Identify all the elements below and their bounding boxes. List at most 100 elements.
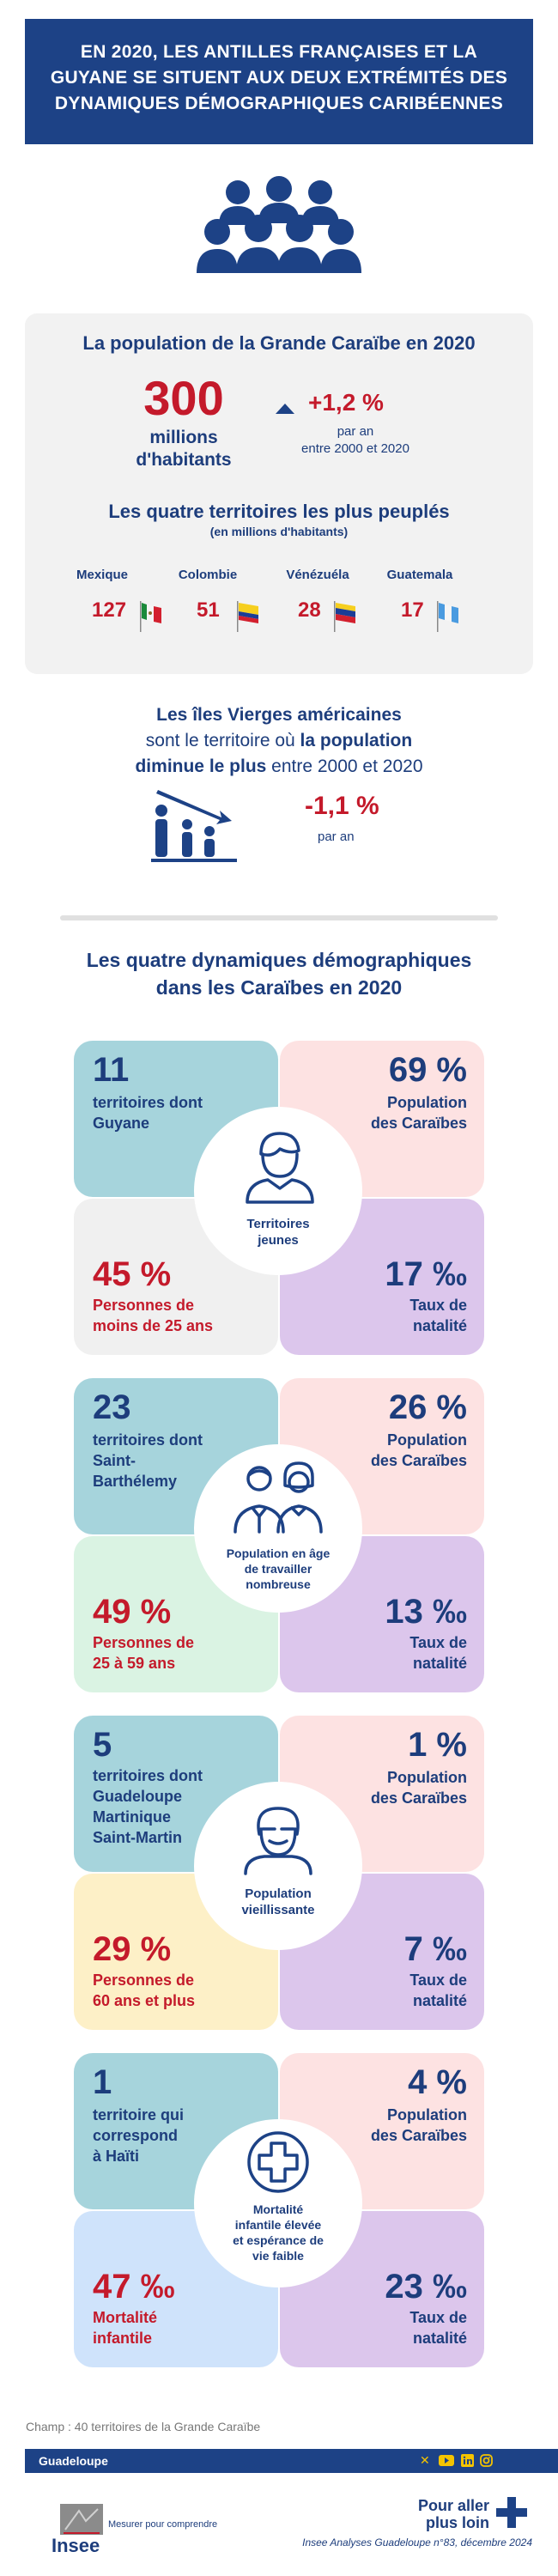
count-label-line: Barthélemy	[93, 1473, 178, 1490]
linkedin-icon[interactable]	[461, 2454, 474, 2467]
share-label-line: Population	[387, 1094, 467, 1111]
dynamics-heading-line-2: dans les Caraïbes en 2020	[155, 976, 403, 999]
instagram-icon[interactable]	[480, 2454, 493, 2467]
count-label-line: Guyane	[93, 1115, 150, 1132]
header-title-line-3: DYNAMIQUES DÉMOGRAPHIQUES CARIBÉENNES	[54, 94, 504, 113]
age-label: Personnes de 60 ans et plus	[93, 1970, 195, 2011]
country-name-colombie: Colombie	[178, 568, 238, 582]
birth-label: Taux de natalité	[343, 1632, 467, 1674]
header-banner: EN 2020, LES ANTILLES FRANÇAISES ET LA G…	[25, 19, 533, 144]
center-label-line: Population en âge	[226, 1546, 331, 1560]
center-label-line: jeunes	[258, 1233, 299, 1248]
x-icon[interactable]: ✕	[420, 2453, 430, 2467]
growth-label: par an entre 2000 et 2020	[274, 423, 437, 458]
section-divider	[60, 915, 498, 920]
count-label: territoires dont Saint- Barthélemy	[93, 1430, 203, 1492]
share-label: Population des Caraïbes	[326, 1092, 467, 1133]
decline-line-2b: la population	[300, 731, 413, 750]
country-value-mexique: 127	[92, 598, 127, 622]
elderly-person-icon	[244, 1807, 312, 1875]
count-value: 5	[93, 1726, 112, 1764]
dynamics-heading-line-1: Les quatre dynamiques démographiques	[86, 949, 472, 971]
young-person-icon	[246, 1132, 314, 1204]
age-label-line: Personnes de	[93, 1297, 195, 1314]
source-note: Insee Analyses Guadeloupe n°83, décembre…	[302, 2537, 532, 2549]
center-label-line: Territoires	[246, 1217, 310, 1231]
center-label-line: Mortalité	[252, 2202, 304, 2216]
center-label: Mortalité infantile élevée et espérance …	[194, 2202, 362, 2263]
count-value: 23	[93, 1388, 131, 1426]
decline-line-3b: entre 2000 et 2020	[266, 756, 423, 776]
share-label-line: Population	[387, 2106, 467, 2123]
center-label: Territoires jeunes	[194, 1216, 362, 1249]
workers-icon	[234, 1461, 323, 1534]
population-unit: millions d'habitants	[106, 427, 261, 471]
birth-label-line: natalité	[412, 2330, 467, 2347]
youtube-icon[interactable]	[439, 2455, 454, 2466]
age-label-line: 60 ans et plus	[93, 1992, 196, 2009]
guatemala-flag-icon	[437, 601, 458, 632]
center-label-line: infantile élevée	[234, 2218, 322, 2232]
birth-value: 17 ‰	[385, 1255, 467, 1293]
mexico-flag-icon	[140, 601, 161, 632]
country-value-venezuela: 28	[298, 598, 321, 622]
insee-logo-icon	[60, 2504, 103, 2535]
center-label-line: vieillissante	[241, 1903, 315, 1917]
count-label-line: Saint-	[93, 1452, 136, 1469]
share-value: 26 %	[388, 1388, 467, 1426]
center-label-line: nombreuse	[246, 1577, 311, 1591]
count-label-line: territoire qui	[93, 2106, 185, 2123]
decline-line-1: Les îles Vierges américaines	[156, 705, 402, 725]
population-panel: La population de la Grande Caraïbe en 20…	[25, 313, 533, 674]
population-value: 300	[143, 371, 224, 425]
count-label-line: correspond	[93, 2127, 179, 2144]
age-label-line: 25 à 59 ans	[93, 1655, 176, 1672]
top4-heading: Les quatre territoires les plus peuplés	[108, 501, 450, 522]
arrow-up-icon	[276, 404, 294, 414]
share-label-line: des Caraïbes	[370, 2127, 467, 2144]
more-info-link[interactable]: Pour aller plus loin	[378, 2497, 489, 2531]
age-value: 29 %	[93, 1930, 172, 1968]
birth-label-line: natalité	[412, 1655, 467, 1672]
age-value: 45 %	[93, 1255, 172, 1293]
age-label-line: Personnes de	[93, 1971, 195, 1989]
crowd-icon	[197, 176, 361, 273]
growth-label-line-1: par an	[337, 424, 374, 439]
country-name-guatemala: Guatemala	[386, 568, 453, 582]
venezuela-flag-icon	[334, 601, 355, 632]
share-label-line: des Caraïbes	[370, 1115, 467, 1132]
center-label: Population en âge de travailler nombreus…	[194, 1546, 362, 1592]
age-label-line: Personnes de	[93, 1634, 195, 1651]
share-label-line: Population	[387, 1431, 467, 1449]
decline-text: Les îles Vierges américaines sont le ter…	[0, 702, 558, 780]
count-label: territoires dont Guadeloupe Martinique S…	[93, 1765, 203, 1848]
birth-label-line: Taux de	[409, 1297, 467, 1314]
count-label: territoires dont Guyane	[93, 1092, 203, 1133]
plus-icon[interactable]	[496, 2497, 527, 2528]
share-value: 4 %	[408, 2063, 467, 2101]
center-label-line: Population	[245, 1886, 312, 1901]
share-label: Population des Caraïbes	[326, 1430, 467, 1471]
decline-value: -1,1 %	[305, 792, 379, 820]
insee-logo-text: Insee	[52, 2535, 100, 2556]
birth-value: 23 ‰	[385, 2268, 467, 2306]
birth-label: Taux de natalité	[343, 1295, 467, 1336]
age-label: Mortalité infantile	[93, 2307, 157, 2348]
more-info-line-2: plus loin	[426, 2514, 489, 2531]
share-label-line: Population	[387, 1769, 467, 1786]
age-label-line: moins de 25 ans	[93, 1317, 214, 1334]
age-label: Personnes de 25 à 59 ans	[93, 1632, 194, 1674]
center-label: Population vieillissante	[194, 1886, 362, 1918]
scope-note: Champ : 40 territoires de la Grande Cara…	[26, 2420, 261, 2433]
count-label-line: territoires dont	[93, 1094, 203, 1111]
decline-line-3a: diminue le plus	[135, 756, 267, 776]
share-value: 1 %	[408, 1726, 467, 1764]
birth-value: 7 ‰	[403, 1930, 467, 1968]
colombia-flag-icon	[237, 601, 258, 632]
country-name-mexique: Mexique	[76, 568, 128, 582]
age-label: Personnes de moins de 25 ans	[93, 1295, 213, 1336]
age-value: 47 ‰	[93, 2268, 175, 2306]
medical-cross-icon	[247, 2131, 309, 2193]
count-label-line: Martinique	[93, 1808, 172, 1826]
center-label-line: de travailler	[244, 1562, 312, 1576]
